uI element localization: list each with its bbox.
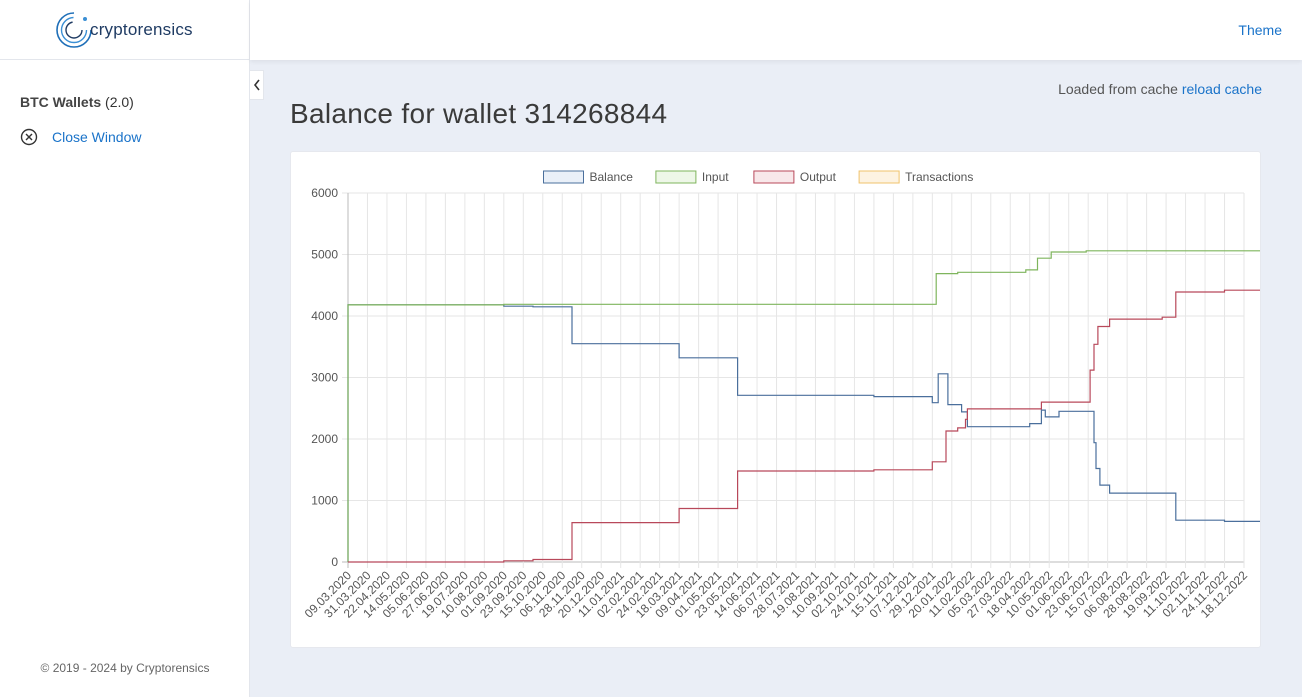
y-tick-label: 1000 <box>311 494 338 508</box>
y-tick-label: 2000 <box>311 432 338 446</box>
legend-label-output: Output <box>800 170 837 184</box>
sidebar-collapse-button[interactable] <box>250 70 264 100</box>
cryptorensics-logo-icon <box>56 11 92 48</box>
legend-swatch-balance <box>543 170 584 184</box>
chart-card: 0 1000 2000 3000 4000 5000 6000 09.03.2020 31.03… <box>290 151 1263 648</box>
sidebar-nav: BTC Wallets (2.0) Close Window <box>0 60 249 146</box>
reload-cache-link[interactable]: reload cache <box>1181 81 1262 97</box>
wallets-version: (2.0) <box>105 94 134 110</box>
series-line-input <box>347 250 1262 562</box>
balance-chart: 010002000300040005000600009.03.202031.03… <box>302 170 1263 621</box>
sidebar-section-title[interactable]: BTC Wallets (2.0) <box>20 94 229 110</box>
close-window-button[interactable]: Close Window <box>20 128 229 146</box>
brand-name: cryptorensics <box>90 19 193 39</box>
y-tick-label: 3000 <box>311 371 338 385</box>
cache-status: Loaded from cache reload cache <box>1058 81 1262 97</box>
theme-link[interactable]: Theme <box>1238 22 1282 38</box>
cache-text: Loaded from cache <box>1058 81 1178 97</box>
legend-swatch-transactions <box>858 170 900 184</box>
series-line-output <box>348 250 1263 563</box>
legend-label-balance: Balance <box>590 170 634 184</box>
y-tick-label: 6000 <box>311 186 338 200</box>
page-title: Balance for wallet 314268844 <box>290 98 668 129</box>
y-tick-label: 5000 <box>311 248 338 262</box>
close-circle-icon <box>20 128 38 146</box>
y-tick-label: 0 <box>331 555 338 569</box>
brand-logo[interactable]: cryptorensics <box>0 0 249 60</box>
wallets-label: BTC Wallets <box>20 94 102 110</box>
close-window-label: Close Window <box>52 129 142 145</box>
copyright: © 2019 - 2024 by Cryptorensics <box>40 661 210 675</box>
legend-swatch-output <box>753 170 795 184</box>
legend-swatch-input <box>655 170 697 184</box>
legend-label-transactions: Transactions <box>905 170 973 184</box>
legend-label-input: Input <box>702 170 729 184</box>
chevron-left-icon <box>253 79 260 91</box>
topbar: Theme <box>250 0 1302 60</box>
y-tick-label: 4000 <box>311 309 338 323</box>
sidebar: cryptorensics BTC Wallets (2.0) Close Wi… <box>0 0 250 697</box>
